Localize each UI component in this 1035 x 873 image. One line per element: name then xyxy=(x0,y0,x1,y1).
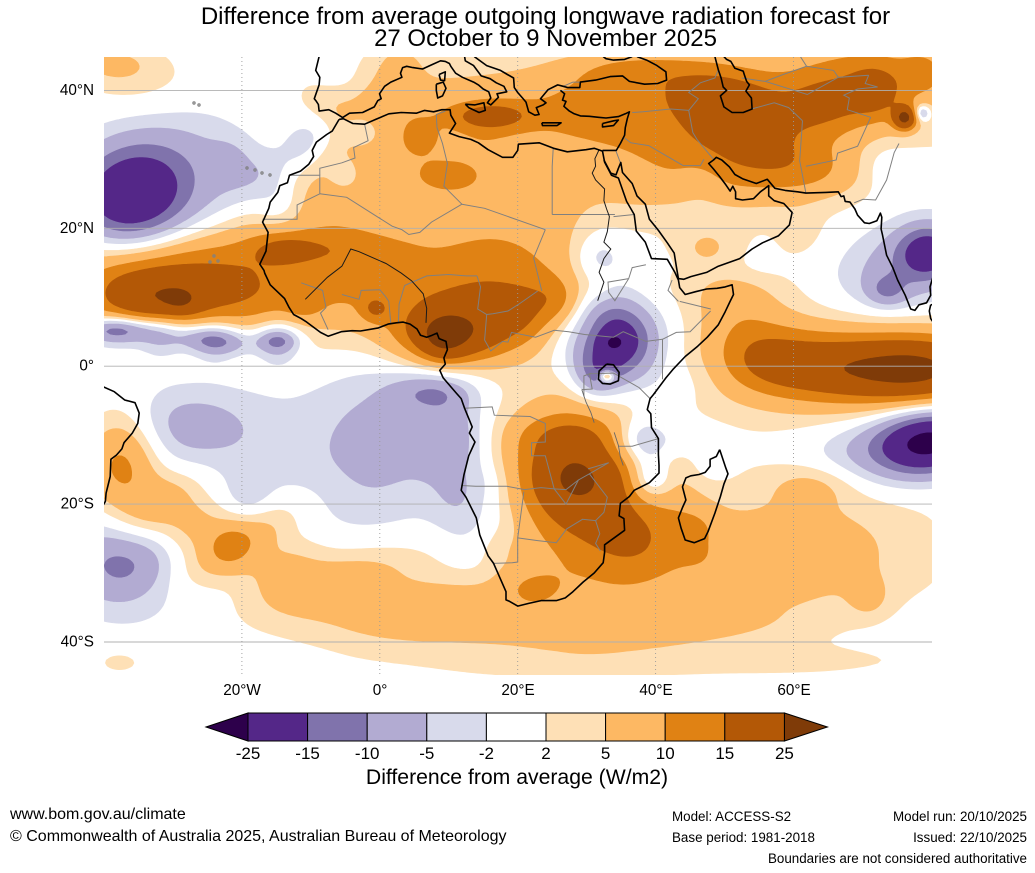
svg-text:20°N: 20°N xyxy=(60,220,94,237)
svg-text:40°S: 40°S xyxy=(61,634,94,651)
svg-text:0°: 0° xyxy=(373,682,388,699)
svg-text:-25: -25 xyxy=(236,744,261,763)
svg-text:Difference from average (W/m2): Difference from average (W/m2) xyxy=(366,766,668,789)
svg-text:5: 5 xyxy=(601,744,610,763)
svg-text:20°E: 20°E xyxy=(501,682,534,699)
svg-text:0°: 0° xyxy=(79,358,94,375)
svg-text:10: 10 xyxy=(656,744,675,763)
svg-text:2: 2 xyxy=(541,744,550,763)
svg-text:15: 15 xyxy=(715,744,734,763)
svg-text:40°N: 40°N xyxy=(60,82,94,99)
svg-text:-15: -15 xyxy=(295,744,320,763)
svg-text:20°W: 20°W xyxy=(223,682,261,699)
svg-text:-10: -10 xyxy=(355,744,380,763)
svg-text:-2: -2 xyxy=(479,744,494,763)
svg-text:25: 25 xyxy=(775,744,794,763)
svg-text:40°E: 40°E xyxy=(639,682,672,699)
svg-text:60°E: 60°E xyxy=(777,682,810,699)
svg-text:-5: -5 xyxy=(419,744,434,763)
svg-text:20°S: 20°S xyxy=(61,496,94,513)
